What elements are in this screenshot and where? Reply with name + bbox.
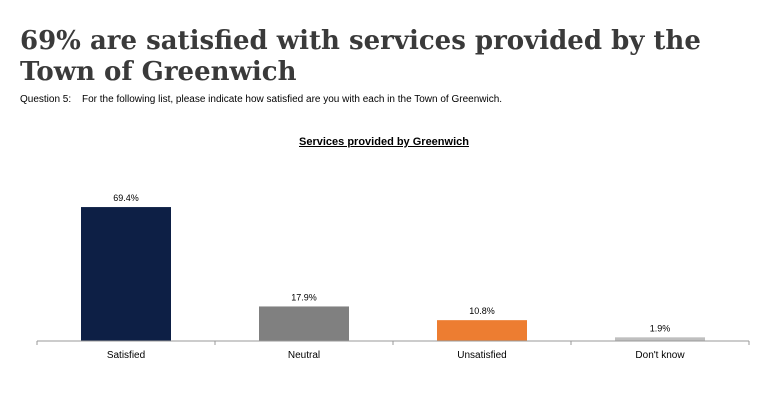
bar-value-label: 10.8% xyxy=(469,306,495,316)
page-headline: 69% are satisfied with services provided… xyxy=(20,26,701,87)
bar-unsatisfied xyxy=(437,320,527,341)
chart-title: Services provided by Greenwich xyxy=(299,136,469,148)
question-number: Question 5: xyxy=(20,94,72,105)
category-label: Don't know xyxy=(635,350,685,361)
question-line: Question 5: For the following list, pleas… xyxy=(20,94,502,105)
category-label: Unsatisfied xyxy=(457,350,506,361)
bar-value-label: 69.4% xyxy=(113,193,139,203)
bar-value-label: 17.9% xyxy=(291,292,317,302)
category-labels-group: Satisfied Neutral Unsatisfied Don't know xyxy=(107,350,686,361)
bar-value-label: 1.9% xyxy=(650,323,671,333)
question-text: For the following list, please indicate … xyxy=(82,94,503,105)
category-label: Neutral xyxy=(288,350,320,361)
bar-satisfied xyxy=(81,207,171,341)
bar-neutral xyxy=(259,306,349,341)
value-labels-group: 69.4% 17.9% 10.8% 1.9% xyxy=(113,193,670,333)
x-axis-ticks xyxy=(36,341,750,345)
bar-don-t-know xyxy=(615,337,705,341)
category-label: Satisfied xyxy=(107,350,145,361)
bars-group xyxy=(81,207,705,341)
